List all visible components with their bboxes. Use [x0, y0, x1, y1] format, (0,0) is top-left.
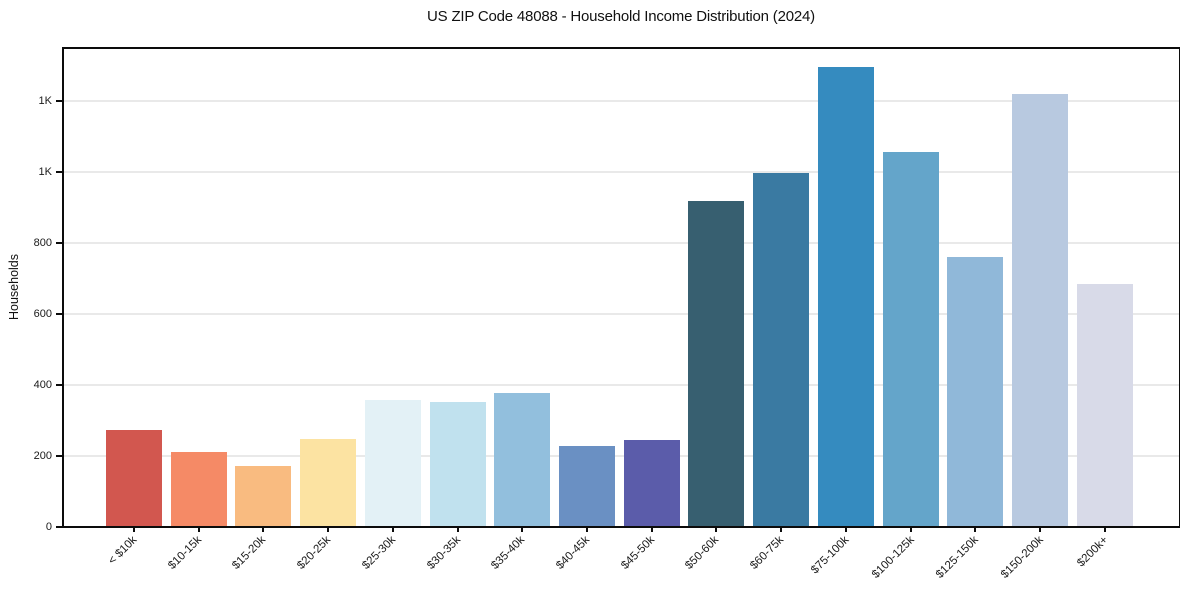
bar-75-100k [817, 67, 874, 527]
bar-30-35k [429, 401, 486, 527]
x-tick-label: $40-45k [554, 534, 593, 572]
x-tick-label: $20-25k [295, 534, 334, 572]
x-tick-mark [521, 527, 523, 532]
x-axis-line [62, 525, 1180, 528]
y-tick-mark [56, 455, 62, 457]
x-tick-label: $35-40k [489, 534, 528, 572]
bar-200k [1076, 283, 1133, 527]
x-tick-mark [327, 527, 329, 532]
y-tick-mark [56, 100, 62, 102]
x-tick-label: $15-20k [230, 534, 269, 572]
bar-60-75k [753, 172, 810, 527]
x-tick-label: $30-35k [425, 534, 464, 572]
y-tick-label: 0 [45, 521, 52, 533]
y-tick-label: 800 [33, 236, 52, 249]
x-tick-mark [715, 527, 717, 532]
x-tick-label: $25-30k [360, 534, 399, 572]
bar-10-15k [170, 452, 227, 527]
x-tick-label: $125-150k [933, 534, 981, 581]
x-tick-mark [586, 527, 588, 532]
gridline-1000 [62, 171, 1180, 173]
x-tick-label: < $10k [106, 534, 140, 568]
x-tick-label: $200k+ [1075, 534, 1111, 570]
x-tick-label: $75-100k [809, 534, 852, 577]
y-tick-mark [56, 242, 62, 244]
x-tick-label: $10-15k [166, 534, 205, 572]
y-tick-label: 400 [33, 378, 52, 391]
gridline-800 [62, 242, 1180, 244]
bar-25-30k [364, 399, 421, 527]
bar-100-125k [882, 151, 939, 527]
y-tick-label: 1K [38, 165, 52, 178]
x-tick-mark [457, 527, 459, 532]
right-spine [1178, 47, 1180, 527]
x-tick-label: $150-200k [998, 534, 1046, 581]
y-tick-mark [56, 313, 62, 315]
bar-35-40k [494, 393, 551, 527]
y-tick-label: 600 [33, 307, 52, 320]
x-tick-mark [1104, 527, 1106, 532]
x-tick-mark [133, 527, 135, 532]
gridline-200 [62, 455, 1180, 457]
y-tick-label: 1K [38, 94, 52, 107]
y-tick-mark [56, 171, 62, 173]
x-tick-label: $100-125k [869, 534, 917, 581]
x-tick-mark [910, 527, 912, 532]
x-tick-mark [651, 527, 653, 532]
bar-150-200k [1012, 94, 1069, 527]
x-tick-label: $60-75k [748, 534, 787, 572]
bar-40-45k [559, 445, 616, 527]
bar-45-50k [623, 439, 680, 527]
x-tick-label: $50-60k [683, 534, 722, 572]
x-tick-mark [780, 527, 782, 532]
x-tick-mark [974, 527, 976, 532]
chart-title: US ZIP Code 48088 - Household Income Dis… [427, 8, 815, 25]
top-spine [62, 47, 1180, 49]
y-tick-mark [56, 526, 62, 528]
x-tick-mark [198, 527, 200, 532]
y-tick-mark [56, 384, 62, 386]
x-tick-mark [262, 527, 264, 532]
x-tick-label: $45-50k [619, 534, 658, 572]
bar-10k [106, 430, 162, 527]
y-tick-label: 200 [33, 449, 52, 462]
plot-area [62, 47, 1180, 527]
bar-15-20k [235, 465, 292, 527]
gridline-600 [62, 313, 1180, 315]
bar-50-60k [688, 201, 745, 527]
y-axis-label: Households [7, 254, 21, 321]
gridline-400 [62, 384, 1180, 386]
bar-20-25k [300, 438, 357, 527]
x-tick-mark [1039, 527, 1041, 532]
bar-125-150k [947, 256, 1004, 527]
gridline-1200 [62, 100, 1180, 102]
x-tick-mark [392, 527, 394, 532]
x-tick-mark [845, 527, 847, 532]
y-axis-line [62, 47, 64, 527]
